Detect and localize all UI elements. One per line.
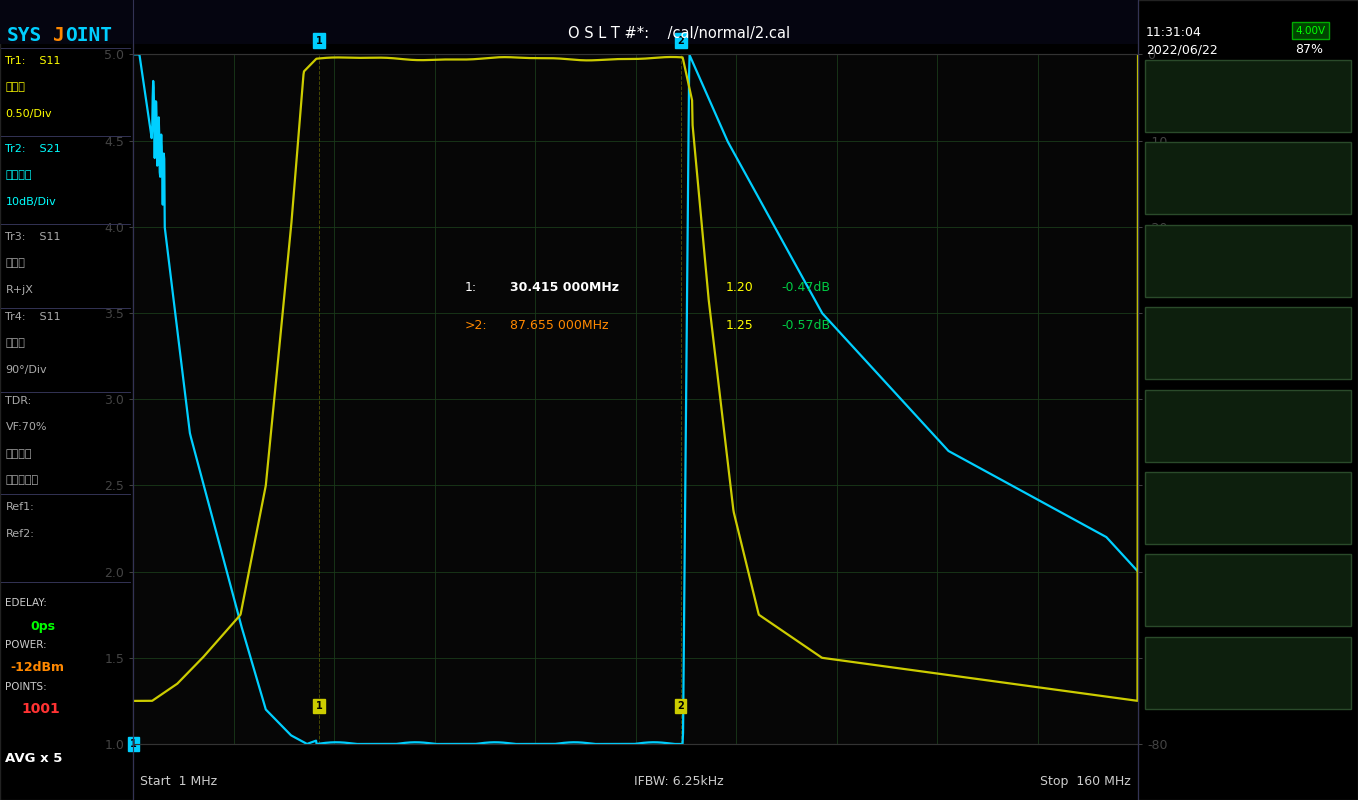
Text: 带通滤波: 带通滤波 [5, 449, 33, 459]
Text: 2: 2 [678, 701, 684, 711]
Text: POINTS:: POINTS: [5, 682, 48, 691]
Text: 2: 2 [678, 36, 684, 46]
Text: 50K-1.00G: 50K-1.00G [1218, 435, 1278, 448]
Text: AVG x 5: AVG x 5 [5, 752, 62, 765]
Text: 更多: 更多 [1240, 502, 1256, 514]
Text: 1: 1 [130, 739, 136, 749]
Text: 1.25: 1.25 [727, 318, 754, 331]
Text: 0ps: 0ps [30, 620, 54, 633]
Text: 1: 1 [315, 701, 322, 711]
Text: Tr1:    S11: Tr1: S11 [5, 56, 61, 66]
Text: -0.47dB: -0.47dB [781, 281, 830, 294]
Text: >2:: >2: [464, 318, 488, 331]
Text: 50K-56M: 50K-56M [1222, 188, 1274, 201]
Text: POWER:: POWER: [5, 640, 48, 650]
Text: 2022/06/22: 2022/06/22 [1146, 43, 1218, 56]
Text: -12dBm: -12dBm [11, 661, 65, 674]
Text: Tr3:    S11: Tr3: S11 [5, 232, 61, 242]
Text: EDELAY:: EDELAY: [5, 598, 48, 608]
Text: 1: 1 [315, 36, 322, 46]
Text: 135M-470M: 135M-470M [1214, 353, 1282, 366]
Text: 87%: 87% [1296, 43, 1324, 56]
Text: 回调 0: 回调 0 [1234, 74, 1262, 86]
Text: O S L T #*:    /cal/normal/2.cal: O S L T #*: /cal/normal/2.cal [568, 26, 790, 41]
Text: 1.20: 1.20 [727, 281, 754, 294]
Text: 相频图: 相频图 [5, 338, 26, 349]
Text: 文件回调: 文件回调 [1232, 584, 1264, 597]
Text: IFBW: 6.25kHz: IFBW: 6.25kHz [634, 775, 724, 788]
Text: 对数幅度: 对数幅度 [5, 170, 33, 181]
Text: 1001: 1001 [22, 702, 61, 717]
Text: 1:: 1: [464, 281, 477, 294]
Text: 回调 1: 回调 1 [1234, 156, 1262, 169]
Text: 90°/Div: 90°/Div [5, 365, 48, 374]
Text: Ref2:: Ref2: [5, 529, 34, 539]
Text: 0.50/Div: 0.50/Div [5, 109, 52, 118]
Text: -0.57dB: -0.57dB [781, 318, 830, 331]
Text: Start  1 MHz: Start 1 MHz [140, 775, 217, 788]
Text: Stop  160 MHz: Stop 160 MHz [1040, 775, 1131, 788]
Text: 驻波比: 驻波比 [5, 82, 26, 92]
Text: OINT: OINT [65, 26, 113, 45]
Text: 史密斯: 史密斯 [5, 258, 26, 269]
Text: Ref1:: Ref1: [5, 502, 34, 512]
Text: 87.655 000MHz: 87.655 000MHz [509, 318, 608, 331]
Text: 4.00V: 4.00V [1296, 26, 1325, 35]
Text: J: J [53, 26, 65, 45]
Text: 回调 4: 回调 4 [1234, 403, 1262, 416]
Text: Tr2:    S21: Tr2: S21 [5, 144, 61, 154]
Text: SYS: SYS [7, 26, 42, 45]
Text: 30.415 000MHz: 30.415 000MHz [509, 281, 619, 294]
Text: 回调 2: 回调 2 [1234, 238, 1262, 251]
Text: Tr4:    S11: Tr4: S11 [5, 312, 61, 322]
Text: VF:70%: VF:70% [5, 422, 48, 432]
Text: 1M-470M: 1M-470M [1221, 270, 1275, 283]
Text: 窗口：标准: 窗口：标准 [5, 475, 38, 485]
Text: 回调 3: 回调 3 [1234, 321, 1262, 334]
Text: 11:31:04: 11:31:04 [1146, 26, 1202, 38]
Text: 50K-40M: 50K-40M [1222, 106, 1274, 118]
Text: R+jX: R+jX [5, 285, 34, 295]
Text: TDR:: TDR: [5, 396, 31, 406]
Text: 返回: 返回 [1240, 666, 1256, 679]
Text: 10dB/Div: 10dB/Div [5, 197, 56, 206]
